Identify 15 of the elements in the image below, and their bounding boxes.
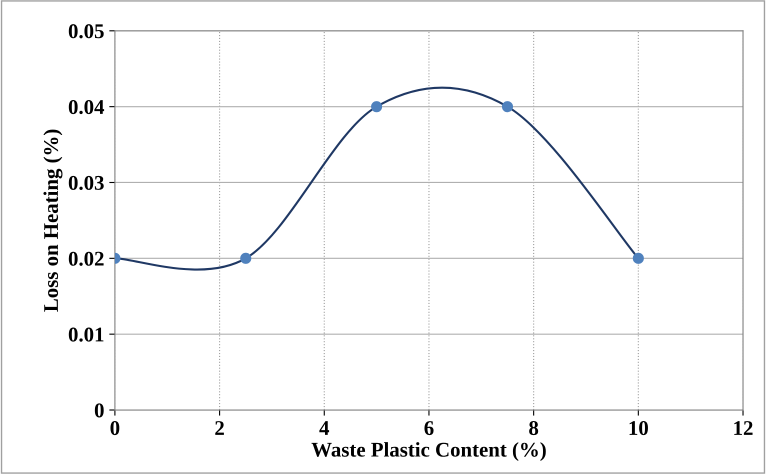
- x-tick-label: 6: [424, 421, 434, 436]
- y-tick-label: 0.01: [68, 328, 104, 342]
- x-axis-title: Waste Plastic Content (%): [312, 442, 546, 461]
- x-tick-label: 4: [319, 421, 330, 435]
- y-tick-label: 0.04: [68, 100, 104, 114]
- y-tick-label: 0: [94, 403, 104, 418]
- x-tick-label: 2: [215, 421, 224, 435]
- x-tick-label: 8: [529, 421, 538, 436]
- y-tick-label: 0.05: [68, 24, 104, 38]
- x-tick-label: 12: [734, 421, 753, 435]
- x-tick-label: 0: [110, 421, 120, 436]
- y-tick-label: 0.02: [68, 252, 104, 266]
- x-tick-label: 10: [630, 421, 648, 436]
- y-axis-title: Loss on Heating (%): [43, 130, 62, 312]
- y-tick-label: 0.03: [68, 176, 104, 190]
